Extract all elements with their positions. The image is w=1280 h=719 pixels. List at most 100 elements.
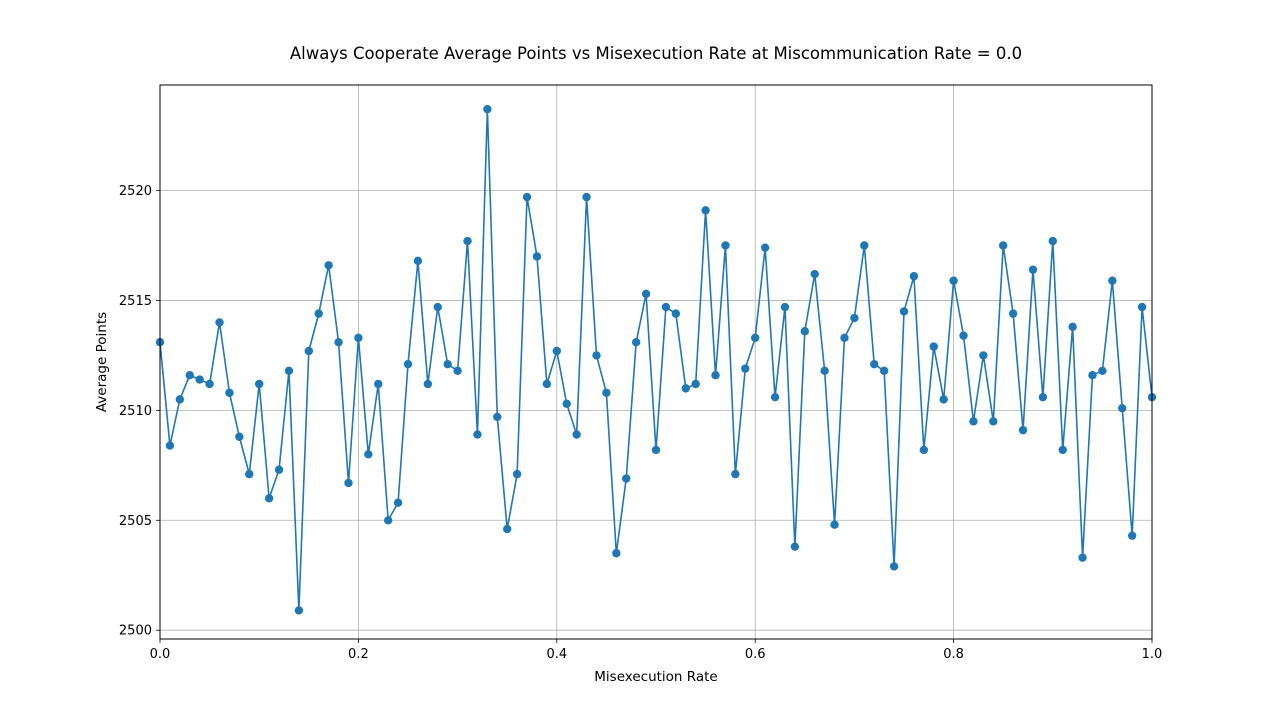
- y-axis-label: Average Points: [94, 312, 110, 412]
- data-point: [671, 309, 681, 318]
- data-point: [780, 302, 790, 312]
- data-point: [1118, 403, 1127, 413]
- data-point: [314, 309, 323, 318]
- data-point: [205, 379, 214, 389]
- data-point: [899, 307, 909, 316]
- data-point: [800, 327, 809, 336]
- data-point: [503, 524, 512, 534]
- y-tick-label: 2505: [119, 514, 152, 529]
- data-point: [552, 346, 561, 356]
- data-point: [622, 474, 631, 483]
- data-point: [870, 360, 879, 369]
- data-point: [879, 366, 889, 375]
- data-point: [1098, 366, 1107, 375]
- data-point: [770, 392, 780, 402]
- x-axis-label: Misexecution Rate: [594, 669, 717, 685]
- data-point: [483, 104, 492, 114]
- x-tick-label: 0.0: [150, 647, 171, 662]
- data-point: [235, 432, 244, 441]
- data-point: [562, 399, 571, 408]
- data-point: [681, 384, 690, 393]
- data-point: [274, 465, 284, 474]
- data-point: [1028, 265, 1038, 274]
- data-point: [999, 241, 1008, 250]
- data-point: [542, 379, 552, 389]
- data-point: [840, 333, 849, 343]
- data-point: [979, 351, 988, 360]
- data-point: [790, 542, 800, 551]
- data-point: [423, 379, 433, 389]
- data-point: [175, 395, 185, 404]
- data-point: [453, 366, 462, 375]
- data-point: [1058, 445, 1067, 455]
- data-point: [850, 313, 859, 323]
- data-point: [324, 261, 333, 270]
- data-point: [1137, 302, 1147, 312]
- chart-title: Always Cooperate Average Points vs Misex…: [290, 44, 1022, 63]
- data-point: [711, 370, 720, 380]
- data-point: [741, 364, 750, 373]
- series-line: [159, 108, 1153, 612]
- data-point: [215, 318, 224, 327]
- data-point: [245, 469, 254, 479]
- data-point: [473, 430, 482, 439]
- data-point: [1068, 322, 1077, 332]
- data-point: [989, 417, 998, 426]
- data-point: [443, 360, 452, 369]
- x-axis-ticks: 0.0 0.2 0.4 0.6 0.8 1.0: [150, 639, 1163, 662]
- data-point: [195, 375, 204, 384]
- data-point: [602, 388, 611, 397]
- data-point: [364, 450, 373, 459]
- y-axis-ticks: 2500 2505 2510 2515 2520: [119, 184, 160, 639]
- data-point: [969, 417, 978, 426]
- data-point: [1108, 276, 1117, 285]
- data-point: [731, 469, 740, 479]
- x-tick-label: 0.6: [745, 647, 766, 662]
- data-point: [264, 494, 274, 503]
- data-point: [334, 338, 343, 347]
- data-point: [701, 206, 710, 215]
- data-point: [939, 395, 948, 404]
- data-point: [860, 241, 869, 250]
- data-point: [393, 498, 403, 507]
- x-tick-label: 1.0: [1142, 647, 1163, 662]
- data-point: [641, 289, 651, 299]
- data-point: [512, 469, 522, 479]
- data-point: [909, 272, 919, 281]
- data-point: [820, 366, 829, 375]
- data-point: [255, 379, 264, 389]
- data-point: [383, 516, 393, 525]
- data-point: [959, 331, 968, 340]
- x-tick-label: 0.2: [348, 647, 369, 662]
- data-point: [1038, 392, 1048, 402]
- data-point: [760, 243, 770, 252]
- data-point: [532, 252, 542, 261]
- data-point: [185, 370, 194, 380]
- y-tick-label: 2515: [119, 294, 152, 309]
- data-point: [929, 342, 938, 351]
- marker-layer: [155, 104, 1157, 615]
- data-point: [1078, 553, 1087, 562]
- data-point: [1018, 425, 1028, 435]
- data-point: [592, 351, 601, 360]
- data-point: [661, 302, 671, 312]
- data-point: [721, 241, 730, 250]
- y-tick-label: 2520: [119, 184, 152, 199]
- data-point: [582, 192, 591, 202]
- data-point: [889, 562, 899, 571]
- data-point: [374, 379, 383, 389]
- data-point: [522, 192, 532, 202]
- data-point: [919, 445, 929, 455]
- data-point: [304, 346, 313, 356]
- data-point: [165, 441, 175, 450]
- data-point: [691, 379, 700, 389]
- data-point: [344, 478, 353, 488]
- data-point: [810, 269, 819, 279]
- data-point: [572, 430, 581, 439]
- data-point: [651, 445, 661, 455]
- data-point: [225, 388, 234, 397]
- data-point: [631, 338, 641, 347]
- data-point: [1127, 531, 1137, 540]
- data-point: [949, 276, 958, 285]
